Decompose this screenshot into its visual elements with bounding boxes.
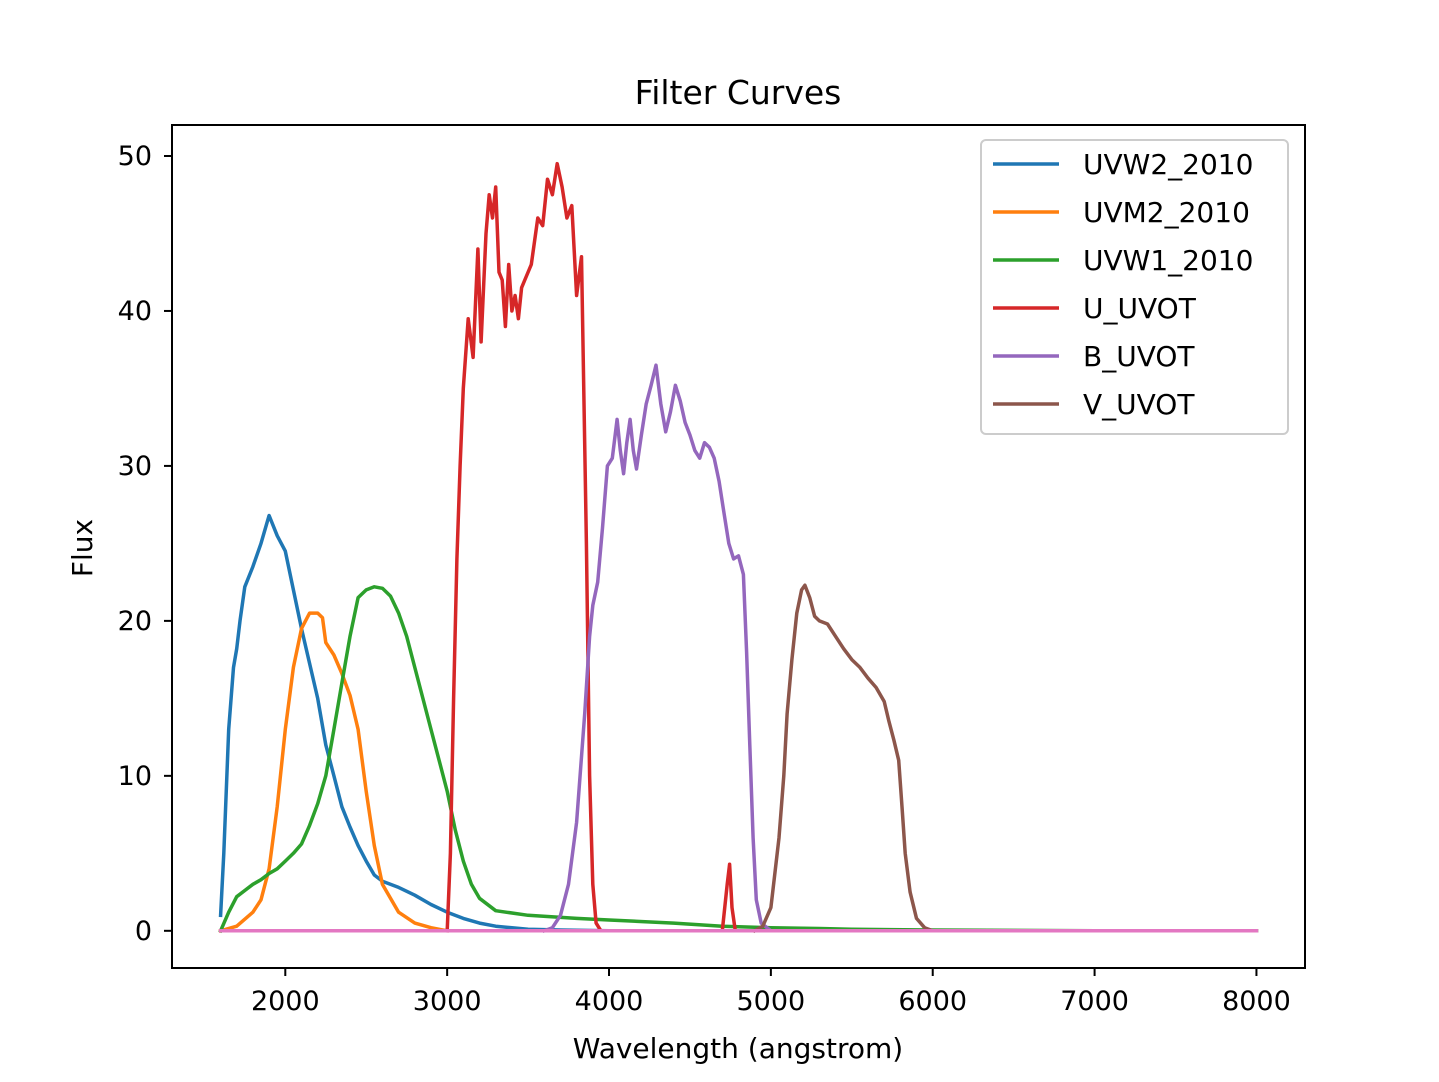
x-tick-label: 8000 (1222, 986, 1291, 1017)
legend-label: B_UVOT (1083, 340, 1195, 373)
x-tick-label: 2000 (251, 986, 320, 1017)
y-axis-title: Flux (66, 519, 99, 577)
y-tick-label: 0 (135, 916, 152, 947)
y-tick-label: 40 (118, 296, 152, 327)
x-tick-label: 4000 (575, 986, 644, 1017)
x-tick-label: 6000 (898, 986, 967, 1017)
series-line-0 (218, 513, 935, 933)
y-tick-label: 30 (118, 451, 152, 482)
x-axis-title: Wavelength (angstrom) (573, 1032, 903, 1065)
series-line-1 (218, 611, 854, 933)
series-layer (218, 161, 1259, 934)
y-tick-label: 10 (118, 761, 152, 792)
legend-label: UVW2_2010 (1083, 148, 1253, 181)
x-tick-label: 3000 (413, 986, 482, 1017)
x-axis: 2000 3000 4000 5000 6000 7000 8000 (251, 968, 1291, 1017)
legend-entries: UVW2_2010 UVM2_2010 UVW1_2010 U_UVOT B_UVOT V… (993, 148, 1253, 421)
x-tick-label: 7000 (1060, 986, 1129, 1017)
y-tick-label: 50 (118, 141, 152, 172)
series-line-2 (218, 585, 1259, 934)
y-tick-label: 20 (118, 606, 152, 637)
legend-label: UVW1_2010 (1083, 244, 1253, 277)
legend-label: U_UVOT (1083, 292, 1197, 325)
legend-label: V_UVOT (1083, 388, 1195, 421)
x-tick-label: 5000 (737, 986, 806, 1017)
y-axis: 0 10 20 30 40 50 (118, 141, 172, 947)
legend-label: UVM2_2010 (1083, 196, 1250, 229)
series-line-4 (542, 363, 935, 934)
chart-title: Filter Curves (635, 73, 842, 112)
legend: UVW2_2010 UVM2_2010 UVW1_2010 U_UVOT B_UVOT V… (980, 139, 1289, 435)
series-line-5 (752, 583, 1259, 934)
series-line-3 (445, 161, 773, 933)
